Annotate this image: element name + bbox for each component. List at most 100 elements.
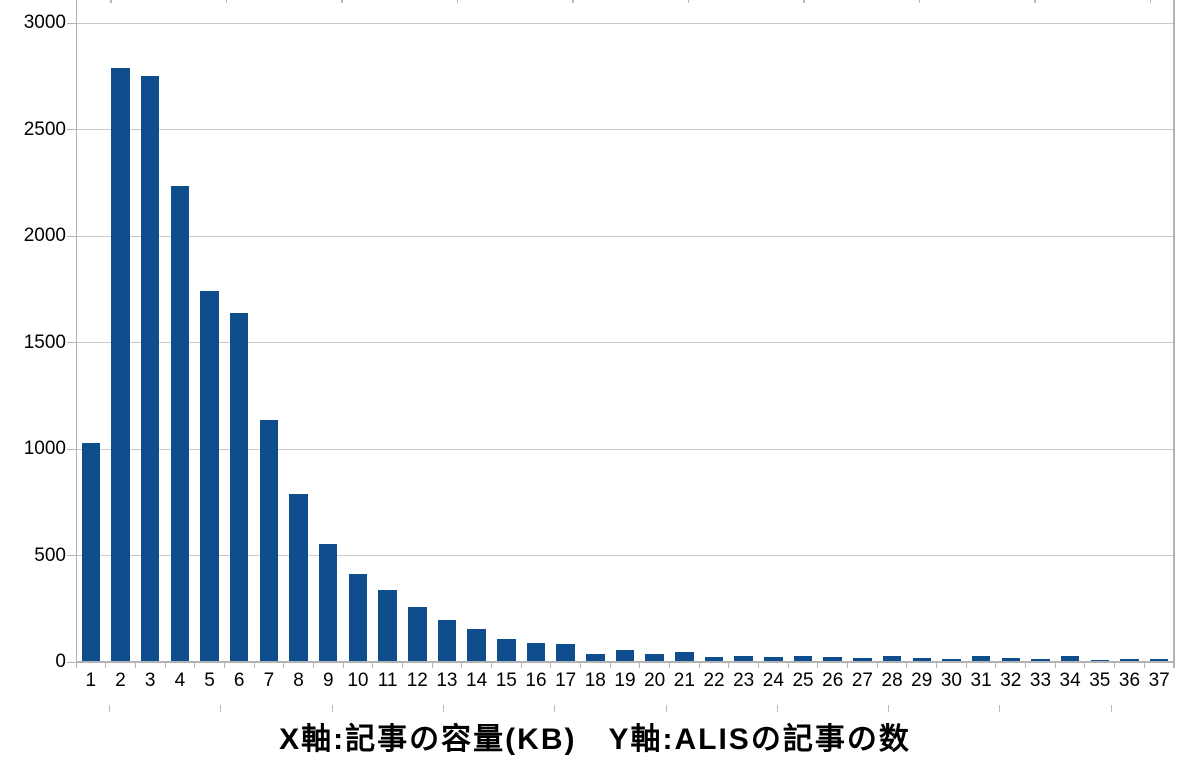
x-axis-label: 35	[1089, 670, 1111, 691]
y-gridline	[76, 22, 1174, 24]
x-axis-tick	[995, 662, 997, 668]
x-axis-label: 31	[970, 670, 992, 691]
x-axis-label: 5	[204, 670, 215, 691]
x-axis-label: 9	[322, 670, 334, 691]
x-axis-label: 37	[1148, 670, 1170, 691]
y-axis-tick	[67, 661, 77, 663]
sheet-gridline-mark	[331, 705, 333, 712]
x-axis-label: 30	[940, 670, 962, 691]
x-axis-tick	[490, 662, 492, 668]
x-axis-label: 20	[644, 670, 666, 691]
bar	[586, 653, 605, 662]
y-axis-tick	[67, 555, 77, 556]
bar	[615, 650, 635, 662]
y-axis-tick	[67, 342, 77, 343]
bar	[764, 657, 783, 662]
sheet-gridline-mark	[687, 0, 689, 3]
bar	[289, 493, 308, 662]
x-axis-tick	[936, 662, 938, 668]
x-axis-tick	[758, 662, 760, 668]
bar	[526, 642, 546, 662]
y-axis-tick	[67, 22, 77, 24]
bar	[704, 657, 724, 662]
x-axis-tick	[342, 662, 344, 668]
bar	[170, 185, 190, 662]
x-axis-label: 22	[703, 670, 725, 691]
x-axis-label: 14	[466, 670, 488, 691]
bar	[734, 656, 753, 662]
sheet-gridline-mark	[999, 705, 1001, 712]
bar	[111, 67, 130, 662]
x-axis-tick	[1114, 662, 1116, 668]
bar	[645, 653, 664, 662]
x-axis-tick	[847, 662, 849, 668]
x-axis-tick	[223, 662, 225, 668]
sheet-gridline-mark	[1034, 0, 1036, 3]
y-axis-label: 3000	[23, 12, 66, 33]
x-axis-label: 29	[911, 670, 933, 691]
bar	[348, 574, 368, 662]
x-axis-tick	[1084, 662, 1086, 668]
x-axis-label: 11	[377, 670, 398, 691]
bar	[140, 76, 160, 662]
x-axis-tick	[401, 662, 403, 668]
bar	[912, 657, 931, 662]
bar	[853, 657, 872, 662]
bar	[1001, 657, 1021, 662]
bar	[259, 420, 279, 662]
y-gridline	[76, 342, 1174, 343]
bar	[793, 655, 813, 662]
sheet-gridline-mark	[1149, 0, 1151, 3]
sheet-gridline-mark	[1110, 705, 1112, 712]
x-axis-tick	[669, 662, 670, 668]
x-axis-tick	[253, 662, 255, 668]
x-axis-label: 10	[347, 670, 369, 691]
x-axis-tick	[312, 662, 314, 668]
bar	[200, 290, 219, 662]
x-axis-tick	[817, 662, 819, 668]
bar	[882, 656, 902, 662]
bar	[318, 543, 338, 662]
x-axis-tick	[550, 662, 552, 668]
x-axis-label: 1	[85, 670, 97, 691]
y-gridline	[76, 129, 1174, 130]
x-axis-tick	[728, 662, 730, 668]
y-gridline	[76, 448, 1174, 450]
y-gridline	[76, 235, 1174, 237]
bar	[437, 620, 457, 662]
x-axis-label: 24	[762, 670, 784, 691]
bar	[229, 312, 249, 662]
bar	[467, 628, 486, 662]
x-axis-line	[76, 661, 1174, 663]
sheet-gridline-mark	[776, 705, 778, 712]
x-axis-tick	[906, 662, 908, 668]
x-axis-label: 16	[525, 670, 547, 691]
chart-caption: X軸:記事の容量(KB) Y軸:ALISの記事の数	[279, 723, 911, 756]
y-axis-label: 2500	[23, 118, 66, 140]
x-axis-tick	[194, 662, 196, 668]
sheet-gridline-mark	[554, 705, 556, 712]
x-axis-label: 18	[584, 670, 606, 691]
sheet-gridline-mark	[341, 0, 343, 3]
bar	[1031, 658, 1050, 662]
x-axis-tick	[698, 662, 700, 668]
y-axis-label: 2000	[23, 225, 66, 246]
x-axis-tick	[372, 662, 374, 668]
x-axis-label: 13	[436, 670, 458, 691]
x-axis-label: 17	[555, 670, 577, 691]
bar	[497, 638, 516, 662]
sheet-gridline-mark	[888, 705, 890, 712]
x-axis-label: 8	[293, 670, 304, 691]
x-axis-label: 26	[822, 670, 844, 691]
bar	[1149, 659, 1169, 662]
bar	[675, 652, 694, 662]
y-axis-label: 500	[34, 544, 66, 566]
x-axis-label: 12	[406, 670, 428, 691]
x-axis-label: 36	[1118, 670, 1141, 691]
bar	[556, 643, 575, 662]
bar	[823, 656, 842, 662]
x-axis-tick	[134, 662, 136, 668]
x-axis-tick	[579, 662, 581, 668]
sheet-gridline-mark	[572, 0, 574, 3]
